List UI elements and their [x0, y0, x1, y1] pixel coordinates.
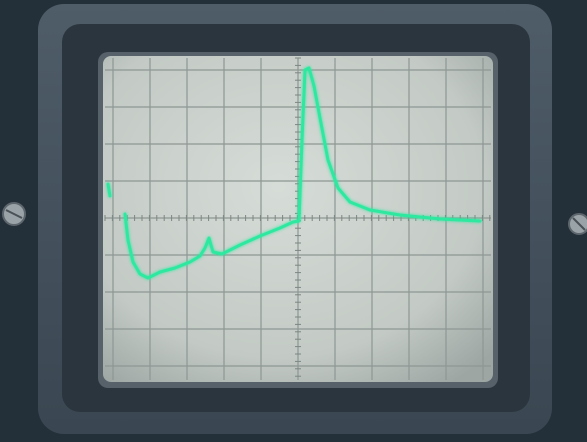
- trace: [106, 66, 482, 280]
- screw-slot: [5, 209, 23, 219]
- screw-slot: [572, 217, 586, 231]
- graticule: [104, 57, 491, 380]
